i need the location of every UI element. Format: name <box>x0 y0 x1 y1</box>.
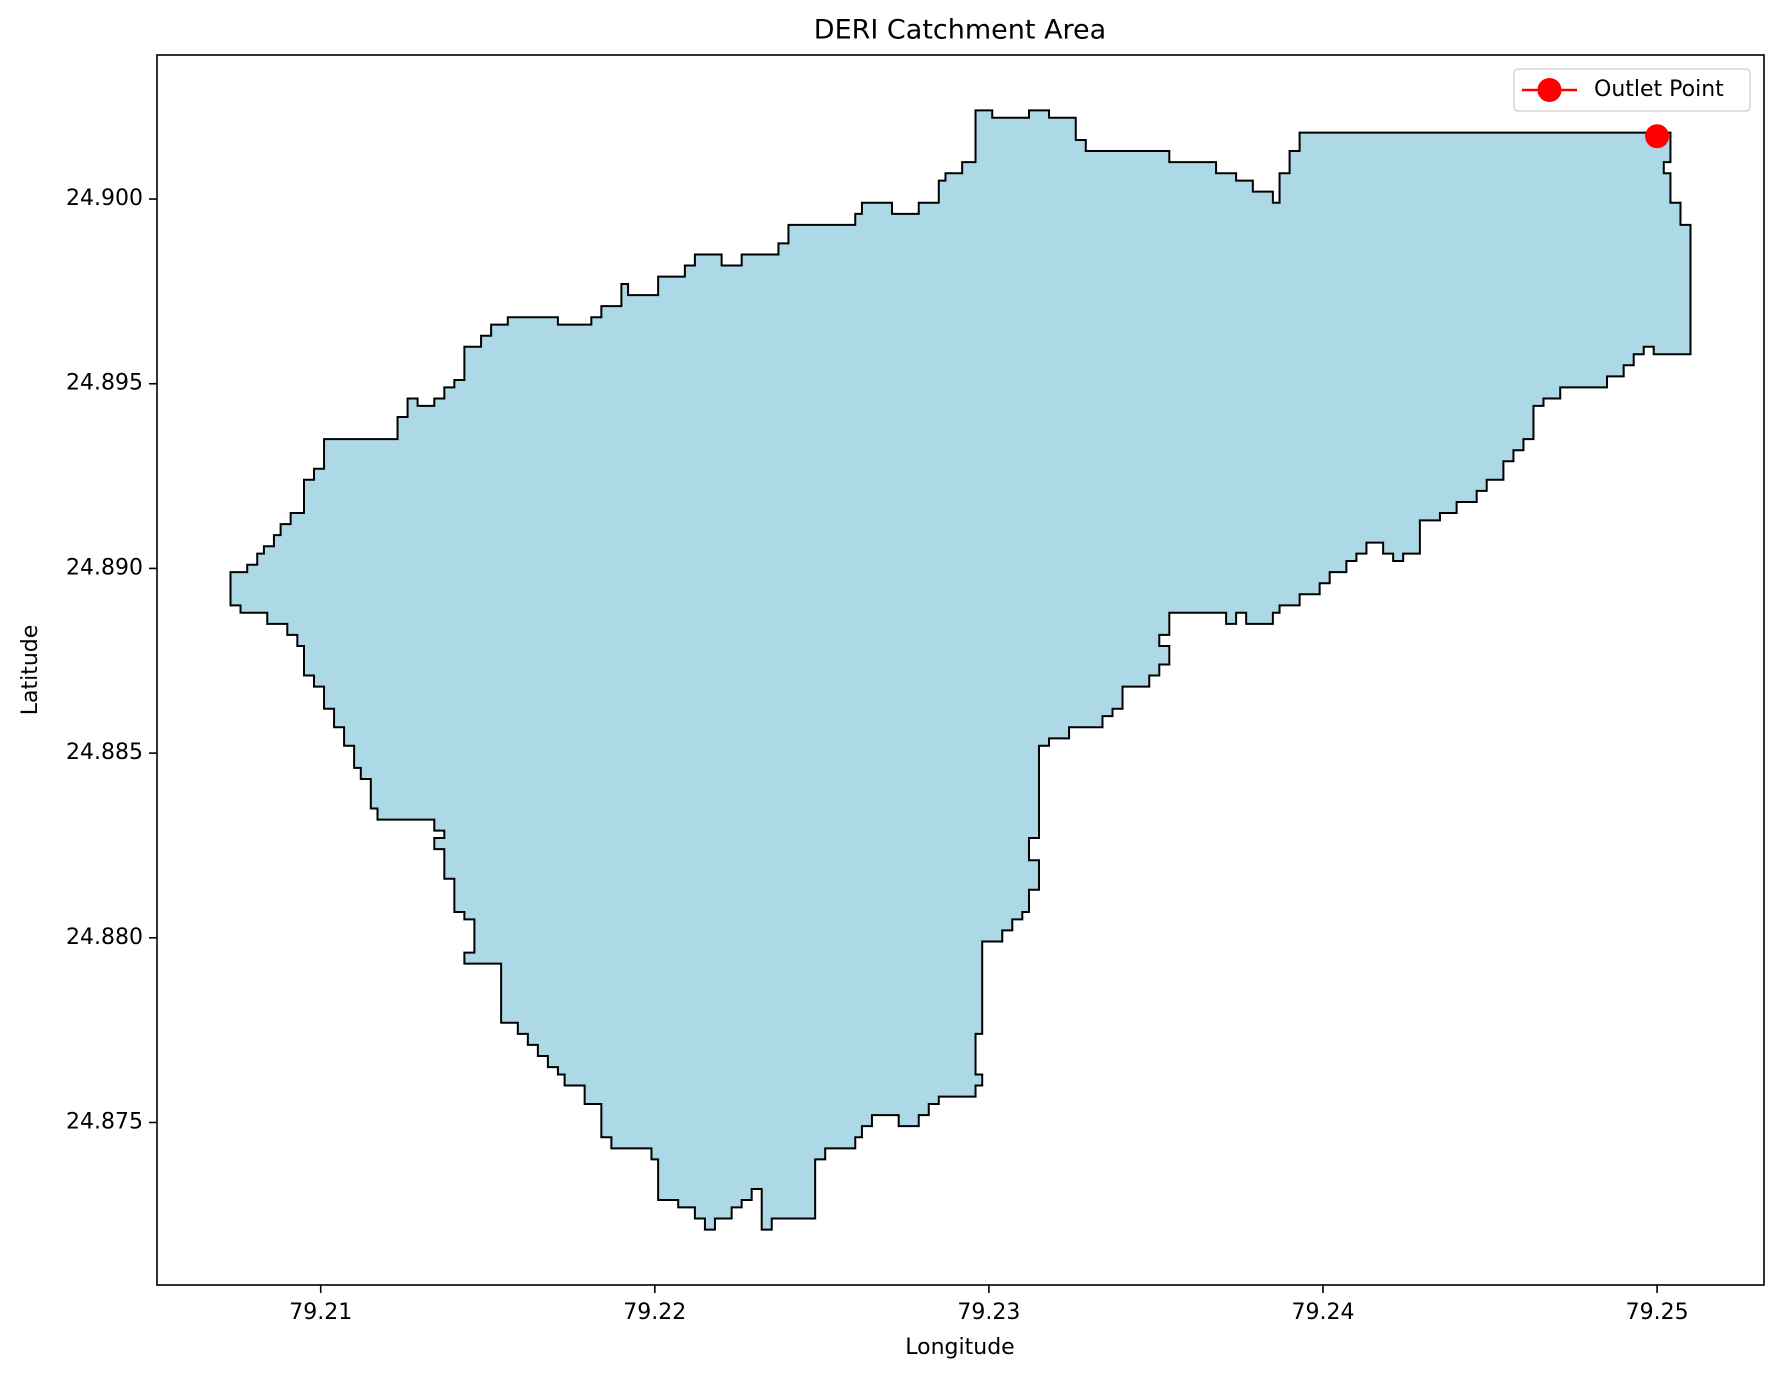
catchment-area <box>229 109 1692 1231</box>
x-tick-label: 79.24 <box>1292 1300 1355 1325</box>
y-tick-label: 24.895 <box>66 371 143 396</box>
x-tick-label: 79.21 <box>289 1300 352 1325</box>
outlet-point <box>1645 124 1670 149</box>
legend-marker <box>1537 78 1562 102</box>
x-tick-label: 79.22 <box>623 1300 686 1325</box>
axes-frame <box>156 54 1765 1286</box>
y-tick-label: 24.875 <box>66 1109 143 1134</box>
legend-box <box>1513 68 1751 112</box>
x-tick-label: 79.23 <box>957 1300 1020 1325</box>
y-tick-label: 24.885 <box>66 740 143 765</box>
legend-label: Outlet Point <box>1594 77 1724 102</box>
y-tick-label: 24.900 <box>66 186 143 211</box>
y-tick-label: 24.880 <box>66 925 143 950</box>
y-tick-label: 24.890 <box>66 555 143 580</box>
chart-title: DERI Catchment Area <box>814 15 1106 46</box>
x-axis-label: Longitude <box>905 1335 1014 1360</box>
x-tick-label: 79.25 <box>1626 1300 1689 1325</box>
y-axis-label: Latitude <box>18 625 43 716</box>
